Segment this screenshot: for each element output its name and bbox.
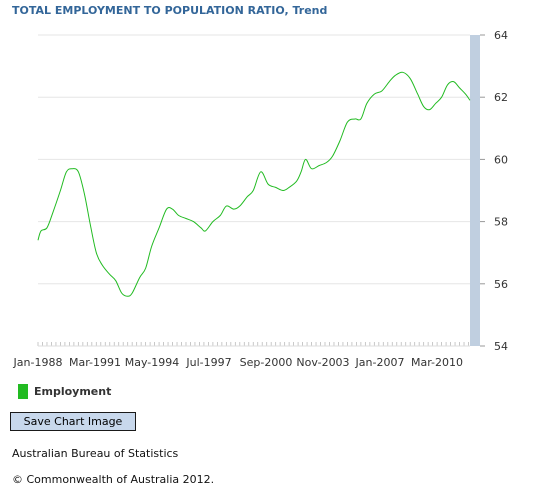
y-tick-label: 58 (494, 216, 508, 229)
legend-label-employment: Employment (34, 385, 111, 398)
y-tick-label: 62 (494, 91, 508, 104)
x-axis-ticks (38, 342, 470, 346)
x-tick-label: Nov-2003 (296, 356, 349, 369)
gridlines (38, 35, 470, 284)
y-tick-label: 60 (494, 153, 508, 166)
copyright-text: © Commonwealth of Australia 2012. (12, 473, 214, 486)
legend: Employment (18, 384, 111, 399)
legend-swatch-employment (18, 384, 28, 399)
x-tick-label: Mar-1991 (69, 356, 121, 369)
y-axis-labels: 54 56 58 60 62 64 (480, 29, 508, 353)
source-text: Australian Bureau of Statistics (12, 447, 178, 460)
save-chart-image-button[interactable]: Save Chart Image (10, 412, 136, 431)
x-tick-label: Mar-2010 (411, 356, 463, 369)
x-tick-label: May-1994 (125, 356, 180, 369)
y-tick-label: 54 (494, 340, 508, 353)
x-tick-label: Jul-1997 (185, 356, 231, 369)
y-axis-band (470, 35, 480, 346)
x-tick-label: Sep-2000 (240, 356, 293, 369)
x-tick-label: Jan-2007 (355, 356, 405, 369)
chart-area: 54 56 58 60 62 64 Jan-1988 Mar-1991 May-1994 Jul… (0, 0, 550, 375)
y-tick-label: 64 (494, 29, 508, 42)
y-tick-label: 56 (494, 278, 508, 291)
x-tick-label: Jan-1988 (13, 356, 63, 369)
x-axis-labels: Jan-1988 Mar-1991 May-1994 Jul-1997 Sep-2000… (13, 356, 463, 369)
employment-series-line (38, 72, 470, 296)
